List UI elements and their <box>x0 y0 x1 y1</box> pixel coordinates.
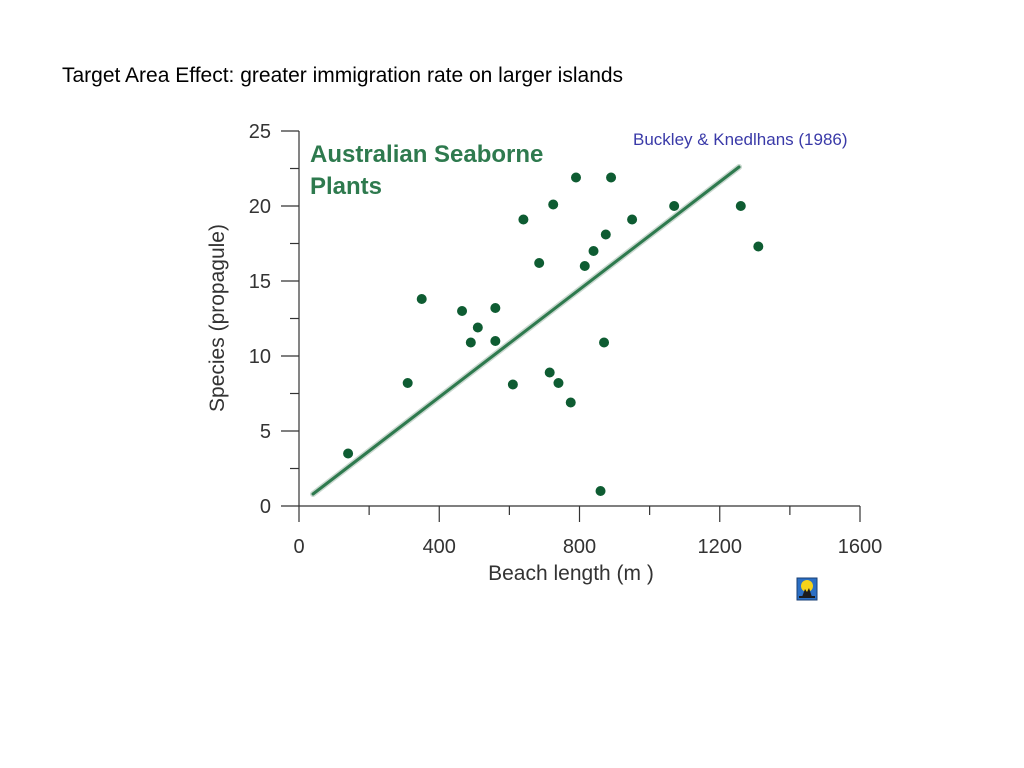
x-tick-label: 800 <box>563 536 596 558</box>
data-point <box>507 379 518 390</box>
data-point <box>595 486 606 496</box>
data-point <box>416 294 427 304</box>
y-tick-label: 5 <box>260 421 271 443</box>
y-tick-label: 10 <box>249 346 271 368</box>
chart-title: Australian Seaborne <box>310 141 543 168</box>
data-point <box>490 336 501 346</box>
x-tick-label: 0 <box>293 536 304 558</box>
x-tick-label: 1600 <box>838 536 883 558</box>
citation-annotation: Buckley & Knedlhans (1986) <box>633 130 848 149</box>
data-point <box>518 214 529 225</box>
data-point <box>579 261 590 271</box>
y-axis-label: Species (propagule) <box>206 224 229 412</box>
chart-axes: 0 5 10 15 20 25 0 400 800 1200 1600 <box>249 121 883 558</box>
data-point <box>553 378 564 388</box>
y-tick-label: 25 <box>249 121 271 143</box>
data-point <box>669 201 680 211</box>
y-tick-label: 0 <box>260 496 271 518</box>
x-tick-label: 400 <box>423 536 456 558</box>
data-point <box>343 448 354 459</box>
home-navigation-icon[interactable] <box>796 577 818 601</box>
data-point <box>570 172 581 183</box>
x-axis-label: Beach length (m ) <box>488 562 654 585</box>
slide-title: Target Area Effect: greater immigration … <box>62 64 624 87</box>
data-point <box>606 172 617 183</box>
data-point <box>457 306 468 316</box>
x-tick-label: 1200 <box>698 536 743 558</box>
data-point <box>472 322 483 333</box>
data-point <box>600 229 611 240</box>
data-point <box>402 378 413 388</box>
data-point <box>534 258 545 268</box>
chart-title-line2: Plants <box>310 173 382 200</box>
trendline <box>311 165 741 496</box>
data-point <box>753 241 764 252</box>
trendline-group <box>310 164 743 497</box>
y-tick-label: 20 <box>249 196 271 218</box>
data-point <box>599 337 610 348</box>
data-point <box>548 199 559 210</box>
data-point <box>588 246 599 256</box>
y-tick-label: 15 <box>249 271 271 293</box>
data-point <box>627 214 638 225</box>
data-point <box>565 397 576 408</box>
data-point <box>490 303 501 313</box>
data-point <box>735 201 746 211</box>
data-point <box>544 367 555 378</box>
data-point <box>465 337 476 348</box>
data-points <box>343 172 764 496</box>
